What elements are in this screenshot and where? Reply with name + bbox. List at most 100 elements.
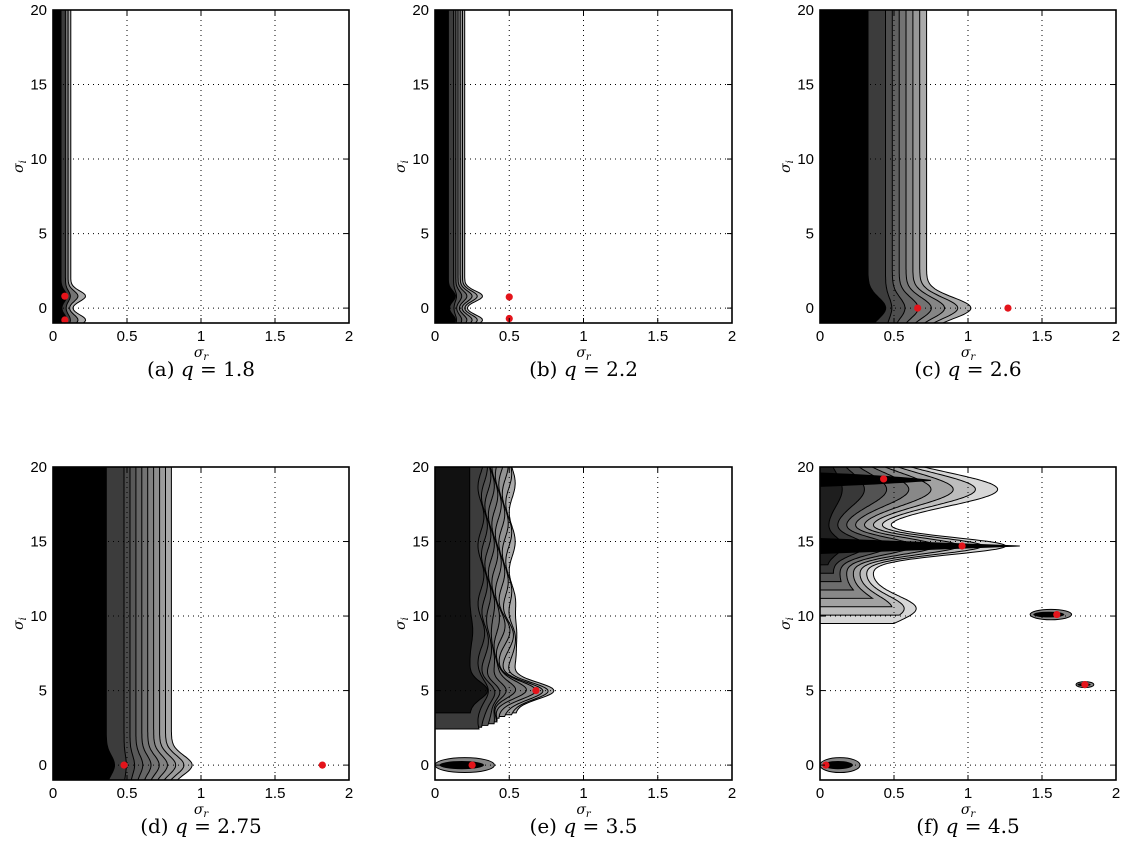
x-tick-label: 2 [345,328,353,345]
contour-core [53,467,115,780]
contour-layer [53,10,87,323]
data-point [120,761,128,769]
y-tick-label: 15 [797,77,814,94]
x-tick-label: 0.5 [884,785,905,802]
contour-core [435,467,488,714]
y-axis-label: σi [11,617,29,630]
data-point [318,761,326,769]
contour-streak [820,538,1020,554]
data-point [958,542,966,550]
y-tick-label: 5 [421,226,429,243]
x-tick-label: 1 [579,328,587,345]
x-tick-label: 1.5 [265,785,286,802]
y-tick-label: 10 [30,151,47,168]
y-tick-label: 5 [421,683,429,700]
y-tick-label: 15 [30,534,47,551]
x-tick-label: 2 [728,328,736,345]
contour-layer [820,467,1095,774]
x-axis-label: σr [194,802,210,820]
y-tick-label: 0 [39,300,47,317]
x-tick-label: 1 [579,785,587,802]
x-tick-label: 2 [728,785,736,802]
panel-caption: (b) q = 2.2 [529,357,638,381]
x-tick-label: 2 [1112,785,1120,802]
x-tick-label: 1.5 [647,785,668,802]
contour-streak [820,472,932,487]
x-tick-label: 0.5 [499,785,520,802]
x-tick-label: 1.5 [265,328,286,345]
x-axis-label: σr [961,802,977,820]
y-tick-label: 20 [30,459,47,476]
y-axis-label: σi [778,617,796,630]
grid [53,467,349,780]
x-tick-label: 2 [345,785,353,802]
data-point [1053,610,1061,619]
contour-lobe-core [439,760,485,770]
y-tick-label: 15 [30,77,47,94]
x-axis-label: σr [576,802,592,820]
y-tick-label: 10 [412,151,429,168]
contour-core [435,10,457,323]
contour-layer [53,467,193,780]
panel-caption: (e) q = 3.5 [530,814,638,838]
grid [820,467,1116,780]
contour-core [53,10,68,323]
y-tick-label: 10 [412,608,429,625]
x-tick-label: 0.5 [884,328,905,345]
y-tick-label: 0 [806,300,814,317]
grid [820,10,1116,323]
plot-area [53,10,349,323]
panel-caption: (c) q = 2.6 [914,357,1021,381]
x-tick-label: 0.5 [117,785,138,802]
grid [435,467,732,780]
y-tick-label: 20 [412,459,429,476]
x-tick-label: 0 [49,785,57,802]
contour-core [820,10,887,323]
x-tick-label: 0 [431,785,439,802]
data-point [1004,304,1012,312]
data-point [532,686,540,695]
y-tick-label: 10 [30,608,47,625]
y-axis-label: σi [393,160,411,173]
grid [435,10,732,323]
x-tick-label: 1.5 [1032,785,1053,802]
contour-layer [435,10,484,323]
x-axis-label: σr [194,345,210,363]
data-point [61,292,69,300]
x-tick-label: 1 [197,785,205,802]
y-tick-label: 15 [412,534,429,551]
x-tick-label: 1.5 [647,328,668,345]
data-point [61,316,69,324]
y-axis-label: σi [11,160,29,173]
x-tick-label: 1 [197,328,205,345]
y-tick-label: 15 [797,534,814,551]
x-tick-label: 0 [816,328,824,345]
data-point [914,304,922,312]
y-axis-label: σi [778,160,796,173]
y-tick-label: 20 [797,459,814,476]
y-tick-label: 0 [39,757,47,774]
y-tick-label: 5 [806,226,814,243]
data-point [468,761,476,769]
x-tick-label: 0 [431,328,439,345]
y-tick-label: 20 [797,2,814,19]
plot-area [435,10,732,323]
y-tick-label: 20 [30,2,47,19]
x-tick-label: 1.5 [1032,328,1053,345]
y-tick-label: 15 [412,77,429,94]
y-tick-label: 5 [39,683,47,700]
y-tick-label: 0 [421,300,429,317]
x-tick-label: 1 [964,328,972,345]
y-tick-label: 5 [39,226,47,243]
y-tick-label: 0 [421,757,429,774]
y-tick-label: 10 [797,608,814,625]
y-tick-label: 5 [806,683,814,700]
data-point [822,761,830,769]
